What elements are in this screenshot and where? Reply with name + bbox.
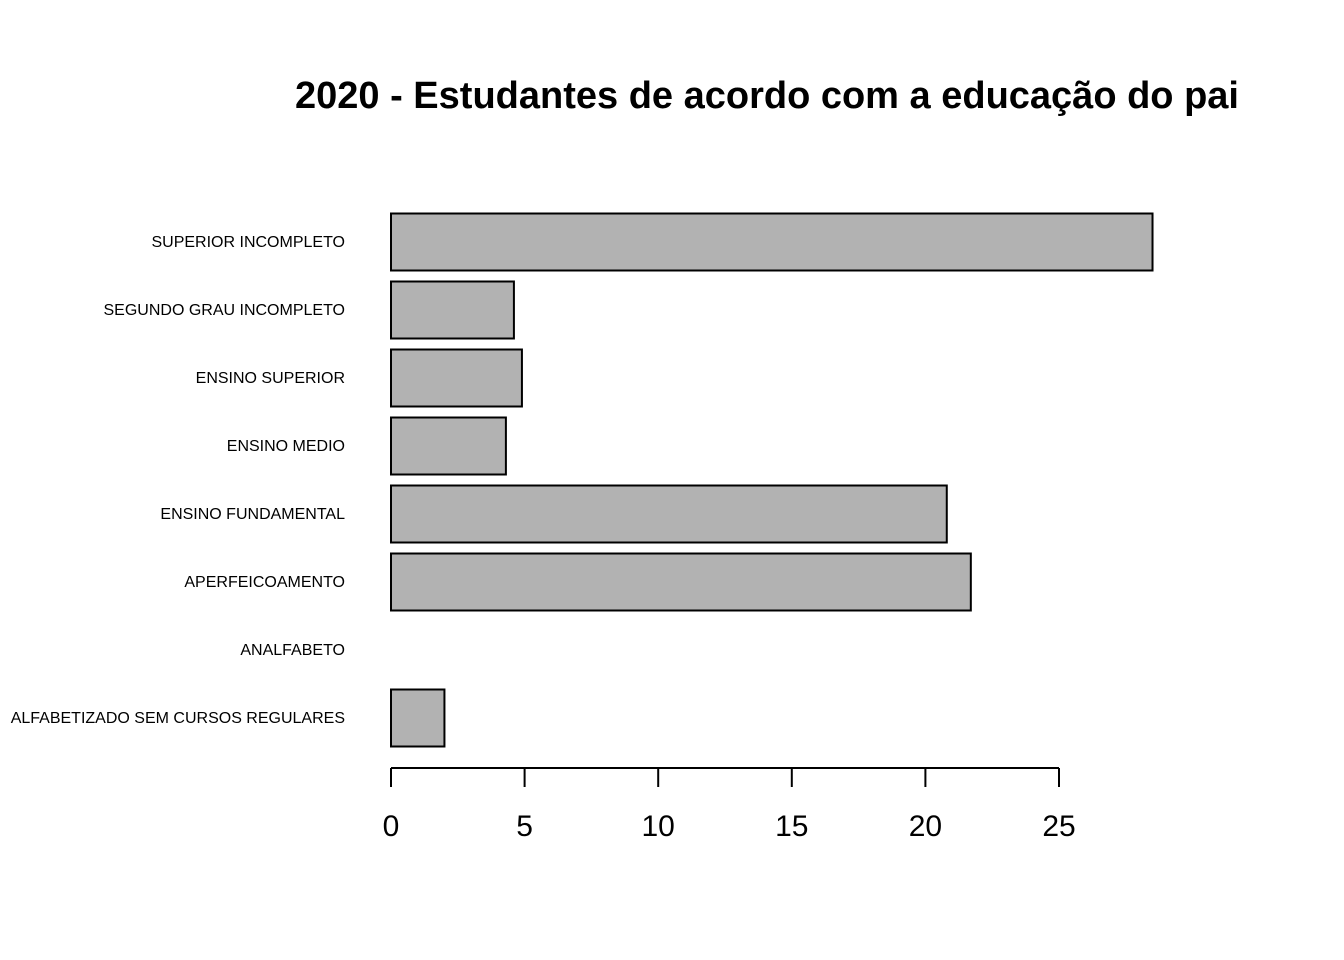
bar [390,348,523,408]
x-tick-label: 15 [775,810,808,843]
x-tick-label: 5 [516,810,533,843]
x-tick-label: 20 [909,810,942,843]
x-tick-label: 0 [383,810,400,843]
chart-title: 2020 - Estudantes de acordo com a educaç… [295,75,1239,117]
bar [390,280,515,340]
y-tick-label: ENSINO FUNDAMENTAL [160,506,345,523]
y-tick-label: ALFABETIZADO SEM CURSOS REGULARES [11,710,345,727]
y-tick-label: ENSINO SUPERIOR [196,370,345,387]
y-tick-label: SUPERIOR INCOMPLETO [151,234,345,251]
y-tick-label: APERFEICOAMENTO [184,574,345,591]
bar [390,484,948,544]
bar [390,688,446,748]
y-tick-label: SEGUNDO GRAU INCOMPLETO [103,302,345,319]
x-tick-label: 10 [642,810,675,843]
y-tick-label: ENSINO MEDIO [227,438,345,455]
y-tick-label: ANALFABETO [240,642,345,659]
bar [390,552,972,612]
x-tick-label: 25 [1042,810,1075,843]
bar [390,212,1154,272]
bar [390,416,507,476]
